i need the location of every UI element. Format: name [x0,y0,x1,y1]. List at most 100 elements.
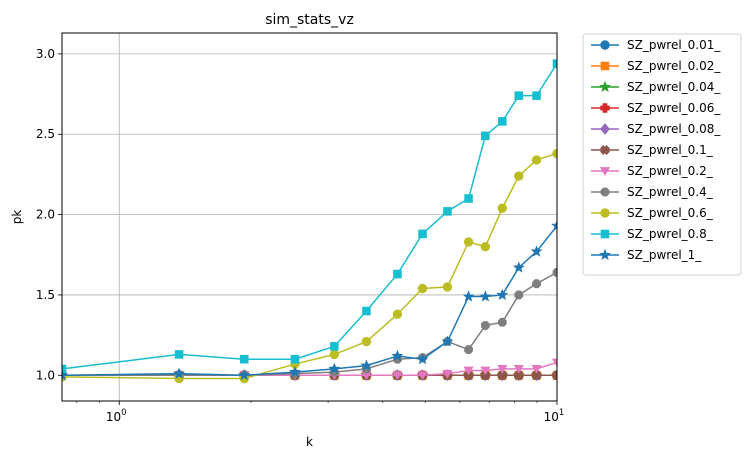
legend-entry: SZ_pwrel_0.1_ [591,143,714,157]
legend-label: SZ_pwrel_0.1_ [627,143,714,157]
data-point [531,365,542,374]
data-point [463,237,474,247]
data-point [600,61,610,71]
plot-area [62,59,557,384]
y-tick-label: 1.0 [36,368,55,382]
data-point [393,269,402,279]
data-point [512,261,525,273]
data-point [417,283,428,294]
data-point [480,366,491,376]
data-point [532,279,541,289]
data-point [551,219,557,231]
legend-entry: SZ_pwrel_0.4_ [591,185,714,199]
series-SZ_pwrel_0.8_ [62,59,557,374]
series-SZ_pwrel_0.6_ [62,148,557,384]
legend: SZ_pwrel_0.01_ SZ_pwrel_0.02_ SZ_pwrel_0.0… [582,33,742,276]
legend-entry: SZ_pwrel_0.01_ [591,38,721,52]
y-tick-label: 2.0 [36,208,55,222]
data-point [497,370,508,381]
legend-entry: SZ_pwrel_0.2_ [591,164,714,178]
legend-label: SZ_pwrel_1_ [627,248,702,262]
data-point [173,367,185,379]
y-tick-label: 1.5 [36,288,55,302]
x-tick-label: 101 [544,408,565,424]
data-point [330,342,339,351]
y-axis-title: pk [10,210,24,225]
x-axis-title: k [306,435,313,449]
data-point [479,290,492,302]
y-tick-label: 3.0 [36,47,55,61]
data-point [391,349,404,362]
data-point [599,167,611,176]
data-point [513,365,524,374]
x-tick-label-exponent: 0 [121,408,126,418]
legend-label: SZ_pwrel_0.2_ [627,164,714,178]
legend-box [582,33,742,276]
data-point [392,371,403,381]
data-point [443,207,452,216]
data-point [441,335,454,347]
data-point [532,91,541,100]
data-point [290,354,300,364]
legend-entry: SZ_pwrel_0.02_ [591,59,721,73]
data-point [392,309,403,319]
data-point [481,131,490,141]
data-point [329,349,340,360]
data-point [289,365,301,378]
data-point [497,203,508,213]
legend-label: SZ_pwrel_0.8_ [627,227,714,241]
x-tick-label-base: 10 [544,410,559,424]
y-tick-label: 2.5 [36,127,55,141]
data-point [552,268,557,277]
data-point [417,371,428,381]
legend-entry: SZ_pwrel_0.08_ [591,122,721,136]
data-point [600,103,610,113]
data-point [551,370,557,381]
series-line [62,152,557,380]
data-point [530,245,543,257]
data-point [360,359,373,371]
data-point [600,208,610,218]
data-point [600,229,610,239]
data-point [599,80,611,93]
data-point [531,370,542,381]
x-tick-label: 100 [106,408,127,424]
data-point [497,317,507,327]
legend-label: SZ_pwrel_0.01_ [627,38,721,52]
data-point [497,365,508,374]
data-point [464,194,473,203]
legend-entry: SZ_pwrel_0.04_ [591,80,721,94]
data-point [418,229,427,239]
data-point [599,248,611,261]
data-point [442,369,453,379]
data-point [514,290,524,300]
data-point [463,366,474,376]
data-point [498,117,507,126]
data-point [480,321,490,330]
legend-label: SZ_pwrel_0.04_ [627,80,721,94]
x-tick-label-base: 10 [106,410,121,424]
legend-entry: SZ_pwrel_0.6_ [591,206,714,220]
data-point [174,350,184,359]
series-SZ_pwrel_1_ [62,219,557,381]
data-point [496,288,509,300]
legend-entry: SZ_pwrel_0.06_ [591,101,721,115]
chart-title: sim_stats_vz [265,12,354,28]
data-point [551,358,557,368]
legend-label: SZ_pwrel_0.6_ [627,206,714,220]
data-point [362,306,371,316]
data-point [462,290,475,302]
data-point [514,171,524,181]
x-tick-label-exponent: 1 [559,408,564,418]
data-point [480,242,491,252]
plot-frame [61,32,558,402]
data-point [513,370,524,381]
data-point [600,40,610,50]
data-point [239,354,249,364]
data-point [328,362,341,374]
grid [62,33,557,401]
legend-label: SZ_pwrel_0.02_ [627,59,721,73]
legend-label: SZ_pwrel_0.4_ [627,185,714,199]
data-point [600,187,610,197]
